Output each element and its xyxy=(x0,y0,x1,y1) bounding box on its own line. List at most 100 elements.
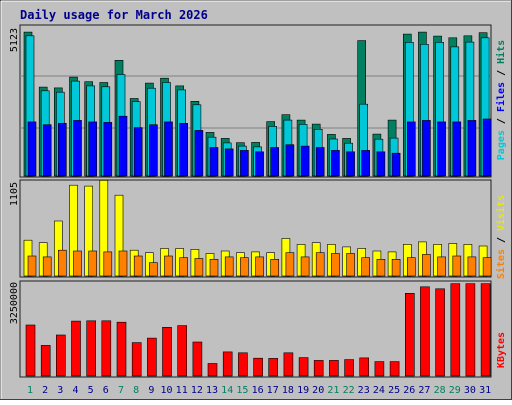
bar-sites-day-5 xyxy=(88,250,97,277)
x-tick-day-1: 1 xyxy=(27,385,33,396)
bar-kbytes-day-21 xyxy=(329,360,339,377)
y-max-label: 3250000 xyxy=(9,282,20,324)
bar-kbytes-day-12 xyxy=(192,341,203,377)
bar-sites-day-3 xyxy=(57,249,67,277)
bar-pages-day-17 xyxy=(270,147,280,177)
legend-sites: Sites xyxy=(495,249,507,279)
bar-kbytes-day-20 xyxy=(313,360,324,377)
bar-sites-day-14 xyxy=(224,256,234,277)
bar-kbytes-day-1 xyxy=(25,324,36,377)
y-max-label: 5123 xyxy=(9,28,20,52)
bar-kbytes-day-26 xyxy=(404,292,415,377)
bar-kbytes-day-29 xyxy=(450,283,461,377)
bar-pages-day-11 xyxy=(179,123,188,177)
bar-pages-day-8 xyxy=(133,127,143,177)
bar-sites-day-6 xyxy=(103,251,113,277)
bar-pages-day-23 xyxy=(361,150,371,177)
bar-kbytes-day-10 xyxy=(162,326,172,377)
bar-kbytes-day-30 xyxy=(465,283,476,377)
bar-pages-day-21 xyxy=(331,150,340,177)
bar-sites-day-30 xyxy=(467,256,477,277)
bar-sites-day-11 xyxy=(179,257,188,277)
chart-title: Daily usage for March 2026 xyxy=(20,8,208,22)
legend-separator: / xyxy=(496,64,507,82)
legend-kbytes: KBytes xyxy=(496,332,507,368)
bar-sites-day-10 xyxy=(164,255,173,277)
legend-hits: Hits xyxy=(495,40,507,64)
bar-pages-day-9 xyxy=(149,124,158,177)
bar-marks xyxy=(20,31,492,377)
x-tick-day-9: 9 xyxy=(148,385,154,396)
bar-kbytes-day-25 xyxy=(389,361,400,377)
bar-sites-day-26 xyxy=(406,257,416,277)
bar-sites-day-23 xyxy=(361,257,371,277)
x-tick-day-12: 12 xyxy=(191,385,203,396)
bar-sites-day-7 xyxy=(118,250,128,277)
bar-sites-day-1 xyxy=(27,255,37,277)
legend-separator: / xyxy=(496,231,507,249)
bar-sites-day-17 xyxy=(270,258,280,277)
side-legend-label: KBytes xyxy=(496,332,507,368)
bar-sites-day-12 xyxy=(194,258,204,277)
x-tick-day-14: 14 xyxy=(221,385,233,396)
bar-kbytes-day-3 xyxy=(55,334,66,377)
bar-kbytes-day-14 xyxy=(222,351,233,377)
bar-sites-day-25 xyxy=(391,258,401,277)
bar-pages-day-26 xyxy=(406,121,416,177)
bar-kbytes-day-9 xyxy=(147,337,157,377)
bar-pages-day-27 xyxy=(422,120,431,177)
bar-kbytes-day-22 xyxy=(344,359,354,377)
x-tick-day-17: 17 xyxy=(267,385,279,396)
bar-sites-day-22 xyxy=(346,253,355,277)
x-tick-day-24: 24 xyxy=(373,385,385,396)
legend-visits: Visits xyxy=(495,195,507,231)
bar-kbytes-day-5 xyxy=(86,320,96,377)
bar-kbytes-day-19 xyxy=(298,357,309,377)
bar-pages-day-16 xyxy=(255,151,264,177)
bar-kbytes-day-17 xyxy=(268,358,279,377)
x-tick-day-25: 25 xyxy=(388,385,400,396)
bar-kbytes-day-23 xyxy=(359,357,370,377)
x-tick-day-16: 16 xyxy=(252,385,264,396)
x-tick-day-30: 30 xyxy=(464,385,476,396)
bar-pages-day-25 xyxy=(391,152,401,177)
legend-pages: Pages xyxy=(496,130,507,160)
bar-sites-day-8 xyxy=(133,255,143,277)
bar-sites-day-9 xyxy=(149,262,158,277)
bar-pages-day-7 xyxy=(118,115,128,177)
x-tick-day-22: 22 xyxy=(343,385,355,396)
bar-pages-day-18 xyxy=(285,144,295,177)
bar-kbytes-day-7 xyxy=(116,321,127,377)
bar-pages-day-15 xyxy=(240,150,249,177)
y-max-label: 1105 xyxy=(9,182,20,206)
x-tick-day-27: 27 xyxy=(418,385,430,396)
bar-kbytes-day-11 xyxy=(177,325,187,377)
x-tick-day-5: 5 xyxy=(88,385,94,396)
bar-pages-day-29 xyxy=(452,121,462,177)
bar-kbytes-day-4 xyxy=(71,320,81,377)
bar-kbytes-day-18 xyxy=(283,352,294,377)
x-tick-day-21: 21 xyxy=(327,385,339,396)
legend-separator: / xyxy=(496,112,507,130)
bar-pages-day-10 xyxy=(164,121,173,177)
x-tick-day-29: 29 xyxy=(449,385,461,396)
bar-pages-day-12 xyxy=(194,130,204,177)
bar-kbytes-day-31 xyxy=(480,283,491,377)
bar-sites-day-29 xyxy=(452,255,462,277)
x-tick-day-28: 28 xyxy=(434,385,446,396)
bar-pages-day-28 xyxy=(437,121,446,177)
bar-kbytes-day-24 xyxy=(374,361,385,377)
x-tick-day-23: 23 xyxy=(358,385,370,396)
x-tick-day-18: 18 xyxy=(282,385,294,396)
x-tick-day-20: 20 xyxy=(312,385,324,396)
bar-sites-day-19 xyxy=(300,256,310,277)
x-tick-day-6: 6 xyxy=(103,385,109,396)
x-tick-day-13: 13 xyxy=(206,385,218,396)
bar-kbytes-day-2 xyxy=(40,345,51,377)
bar-sites-day-2 xyxy=(42,256,52,277)
bar-sites-day-28 xyxy=(437,256,446,277)
bar-sites-day-16 xyxy=(255,256,264,277)
bar-pages-day-30 xyxy=(467,120,477,177)
x-tick-day-2: 2 xyxy=(42,385,48,396)
